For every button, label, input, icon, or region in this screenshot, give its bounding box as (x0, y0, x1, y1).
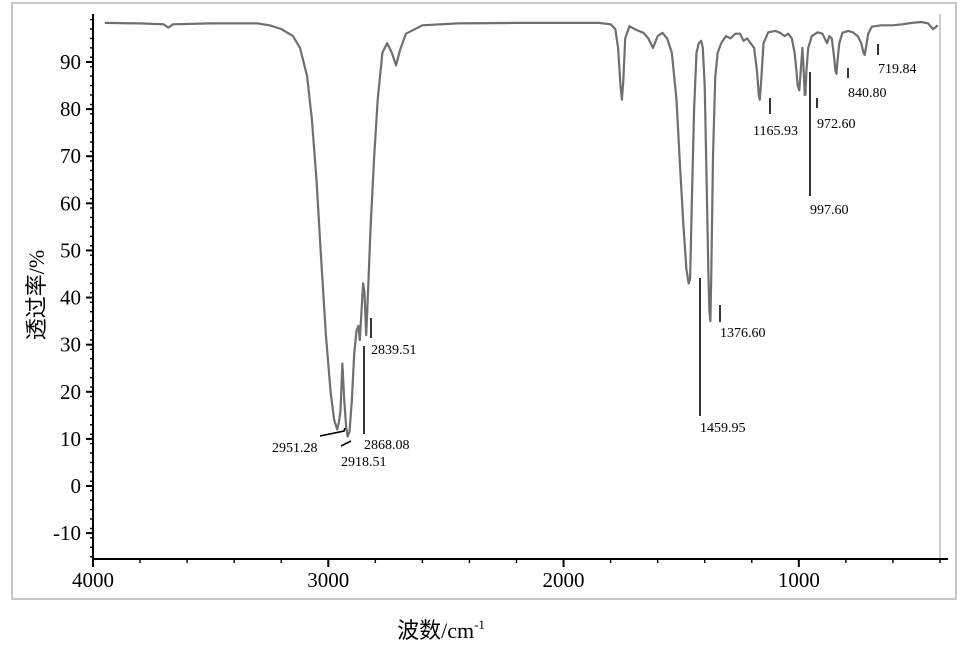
peak-label: 1165.93 (753, 124, 798, 139)
x-tick-label: 2000 (543, 568, 585, 592)
y-tick-label: 90 (60, 50, 81, 74)
y-tick-label: 80 (60, 97, 81, 121)
peak-label: 1459.95 (700, 421, 746, 436)
x-axis: 4000 3000 2000 1000 (72, 559, 941, 592)
y-tick-label: 40 (60, 286, 81, 310)
x-tick-label: 3000 (307, 568, 349, 592)
peak-label: 2839.51 (371, 343, 417, 358)
y-axis-title: 透过率/% (24, 250, 49, 340)
peak-annotations: 2951.28 2918.51 2868.08 2839.51 1459.95 1376.… (272, 44, 917, 470)
y-tick-label: 50 (60, 238, 81, 262)
y-tick-label: 60 (60, 191, 81, 215)
y-tick-label: 0 (71, 474, 82, 498)
y-tick-label: 10 (60, 427, 81, 451)
spectrum-line (104, 20, 939, 438)
peak-label: 997.60 (810, 203, 849, 218)
plot-area (93, 14, 948, 560)
y-tick-label: 20 (60, 380, 81, 404)
series-group (104, 20, 939, 438)
x-tick-label: 4000 (72, 568, 114, 592)
peak-label: 2918.51 (341, 455, 387, 470)
x-tick-label: 1000 (778, 568, 820, 592)
peak-label: 2868.08 (364, 438, 410, 453)
y-axis: 90 80 70 60 50 40 30 20 10 0 -10 (53, 14, 94, 559)
peak-leader-line (340, 440, 352, 447)
peak-leader-line (319, 427, 346, 437)
x-axis-title-text: 波数/cm (397, 618, 474, 643)
x-axis-title: 波数/cm-1 (397, 617, 485, 643)
peak-label: 1376.60 (720, 326, 766, 341)
chart-frame (11, 2, 957, 600)
peak-label: 972.60 (817, 117, 856, 132)
y-tick-label: 70 (60, 144, 81, 168)
peak-label: 2951.28 (272, 441, 318, 456)
y-tick-label: 30 (60, 333, 81, 357)
peak-label: 719.84 (878, 62, 917, 77)
y-tick-label: -10 (53, 521, 81, 545)
peak-label: 840.80 (848, 86, 887, 101)
x-axis-title-superscript: -1 (474, 617, 485, 632)
